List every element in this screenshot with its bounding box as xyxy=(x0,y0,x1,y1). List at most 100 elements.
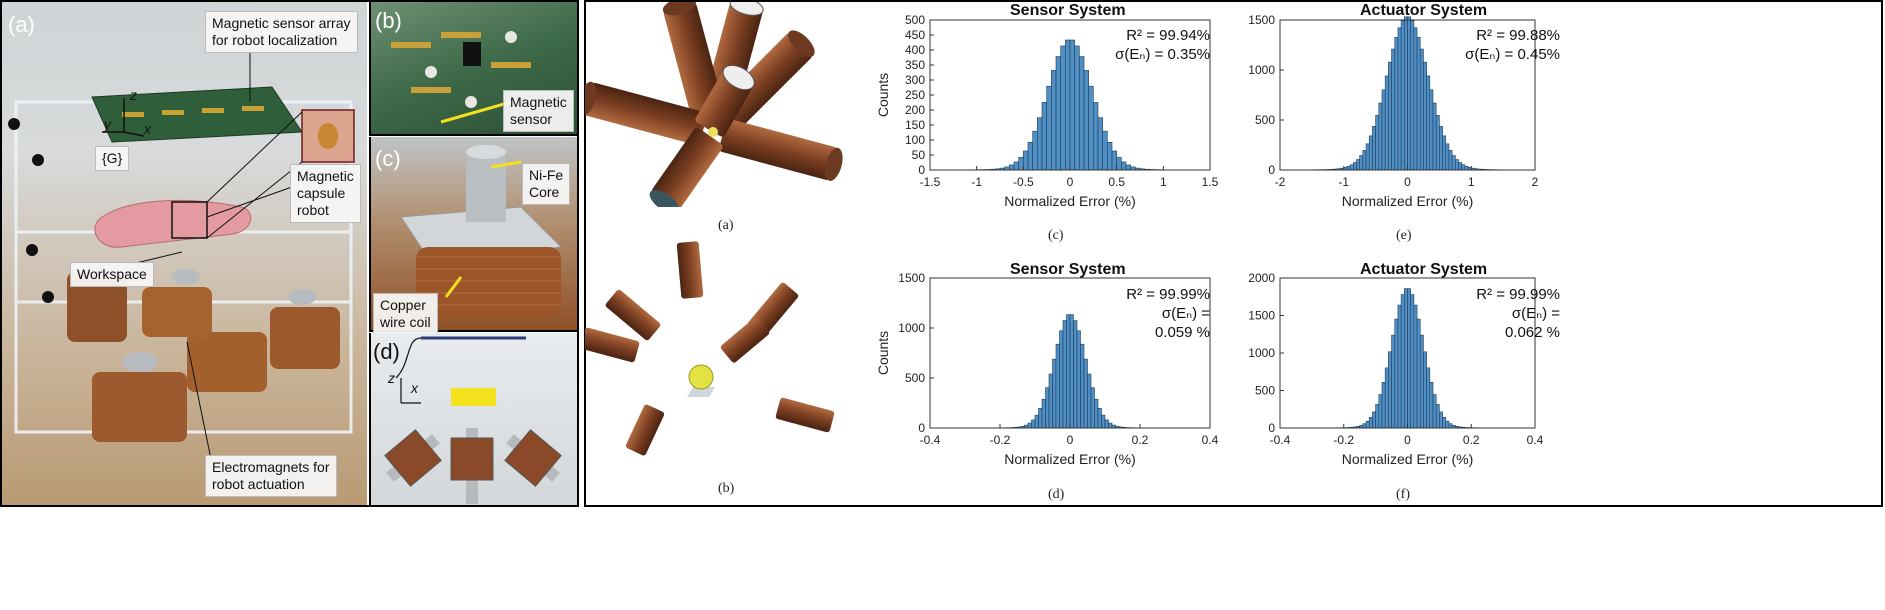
histogram-bar xyxy=(1384,75,1389,171)
panel-a-label: (a) xyxy=(8,12,35,37)
chart-c-r2: R² = 99.94% xyxy=(1126,27,1210,44)
x-axis-label: Normalized Error (%) xyxy=(1004,193,1135,209)
y-tick-label: 1000 xyxy=(898,321,925,335)
histogram-bar xyxy=(1038,408,1043,429)
caption-f: (f) xyxy=(1396,487,1410,502)
callout-nife-core: Ni-Fe Core xyxy=(522,163,571,205)
histogram-bar xyxy=(1423,61,1427,171)
callout-sensor-array-line2: for robot localization xyxy=(212,32,338,48)
y-tick-label: 0 xyxy=(1268,163,1275,177)
y-tick-label: 1500 xyxy=(1248,309,1275,323)
histogram-bar xyxy=(1391,334,1396,429)
histogram-bar xyxy=(1368,135,1373,171)
y-tick-label: 200 xyxy=(905,103,925,117)
callout-capsule-robot: Magnetic capsule robot xyxy=(290,164,361,223)
callout-core-line2: Core xyxy=(529,184,560,200)
histogram-bar xyxy=(1404,16,1408,171)
histogram-bar xyxy=(1027,422,1032,429)
histogram-bar xyxy=(1045,387,1050,429)
y-tick-label: 1000 xyxy=(1248,346,1275,360)
histogram-bar xyxy=(1034,414,1039,429)
histogram-bars xyxy=(1298,16,1517,171)
histogram-bar xyxy=(1055,56,1061,171)
callout-electromagnets: Electromagnets for robot actuation xyxy=(205,455,337,497)
chart-d-sigma-value: 0.059 % xyxy=(1154,324,1210,341)
caption-d: (d) xyxy=(1048,487,1065,502)
histogram-bar xyxy=(1037,117,1043,171)
callout-magnetic-sensor-line2: sensor xyxy=(510,111,553,127)
x-tick-label: 2 xyxy=(1532,175,1539,189)
histogram-bar xyxy=(1104,419,1109,429)
histogram-bar xyxy=(1051,70,1057,171)
histogram-bar xyxy=(1032,130,1038,171)
histogram-bar xyxy=(1353,162,1357,171)
histogram-bar xyxy=(1023,150,1029,171)
y-tick-label: 1000 xyxy=(1248,63,1275,77)
callout-capsule-line3: robot xyxy=(297,202,329,218)
chart-f-title: Actuator System xyxy=(1360,261,1488,278)
histogram-bar xyxy=(1088,85,1094,171)
x-tick-label: 0.5 xyxy=(1108,175,1125,189)
histogram-bar xyxy=(1346,165,1351,171)
x-tick-label: 0.2 xyxy=(1132,433,1149,447)
histogram-bar xyxy=(1378,102,1383,171)
chart-d-sigma: σ(Eₙ) = xyxy=(1161,305,1210,322)
histogram-bar xyxy=(1442,417,1447,429)
chart-f-actuator-histogram: -0.4 -0.2 0 0.2 0.4 0 500 1000 1500 2000 Normalize… xyxy=(1248,271,1543,467)
axis-z-label: z xyxy=(129,87,137,103)
histogram-bar xyxy=(1432,394,1437,429)
histogram-bar xyxy=(1069,39,1075,171)
panel-d-label: (d) xyxy=(373,339,400,364)
histogram-bar xyxy=(1052,358,1057,429)
histogram-bar xyxy=(1097,408,1102,429)
y-tick-label: 50 xyxy=(912,148,926,162)
histogram-bar xyxy=(1094,398,1099,429)
histogram-bar xyxy=(1041,102,1047,171)
y-tick-label: 400 xyxy=(905,43,925,57)
histogram-bar xyxy=(1410,294,1415,429)
y-tick-label: 100 xyxy=(905,133,925,147)
histogram-bar xyxy=(1356,159,1360,171)
histogram-bar xyxy=(1074,45,1080,171)
histogram-bar xyxy=(1413,304,1418,429)
histogram-bar xyxy=(1419,48,1424,171)
x-tick-label: -1 xyxy=(971,175,982,189)
y-tick-label: 150 xyxy=(905,118,925,132)
histogram-bar xyxy=(1461,164,1466,171)
d-axis-z-label: z xyxy=(387,370,395,386)
y-tick-label: 0 xyxy=(918,163,925,177)
histogram-bar xyxy=(1069,314,1074,429)
histogram-bar xyxy=(1372,126,1376,171)
callout-core-line1: Ni-Fe xyxy=(529,167,564,183)
histogram-bar xyxy=(1451,155,1456,171)
chart-c-sigma: σ(Eₙ) = 0.35% xyxy=(1115,46,1210,63)
y-tick-label: 500 xyxy=(905,371,925,385)
y-tick-label: 450 xyxy=(905,28,925,42)
histogram-bar xyxy=(1400,20,1405,171)
panel-c-label: (c) xyxy=(375,146,401,171)
histogram-bar xyxy=(1423,351,1427,429)
y-tick-label: 500 xyxy=(1255,384,1275,398)
right-figure-frame xyxy=(584,0,1883,507)
histogram-bar xyxy=(1362,150,1367,171)
histogram-bar xyxy=(1372,411,1376,429)
histogram-bar xyxy=(1073,320,1078,429)
render-a-electromagnet-array xyxy=(585,2,843,207)
x-tick-label: 0 xyxy=(1067,175,1074,189)
histogram-bar xyxy=(1065,39,1071,171)
chart-e-title: Actuator System xyxy=(1360,2,1488,19)
histogram-bar xyxy=(1448,150,1453,171)
panel-a-illustration: z y x xyxy=(8,47,355,465)
x-tick-label: 0.4 xyxy=(1202,433,1219,447)
histogram-bar xyxy=(1048,373,1053,429)
histogram-bar xyxy=(1397,27,1402,171)
y-tick-label: 300 xyxy=(905,73,925,87)
chart-f-sigma: σ(Eₙ) = xyxy=(1511,305,1560,322)
chart-f-r2: R² = 99.99% xyxy=(1476,286,1560,303)
histogram-bar xyxy=(1080,343,1085,429)
y-tick-label: 350 xyxy=(905,58,925,72)
chart-c-sensor-histogram: -1.5 -1 -0.5 0 0.5 1 1.50501001502002503003504… xyxy=(875,13,1219,209)
callout-sensor-array: Magnetic sensor array for robot localiza… xyxy=(205,11,358,53)
x-tick-label: 1.5 xyxy=(1202,175,1219,189)
chart-d-stats: R² = 99.99% σ(Eₙ) = 0.059 % xyxy=(1085,285,1210,342)
